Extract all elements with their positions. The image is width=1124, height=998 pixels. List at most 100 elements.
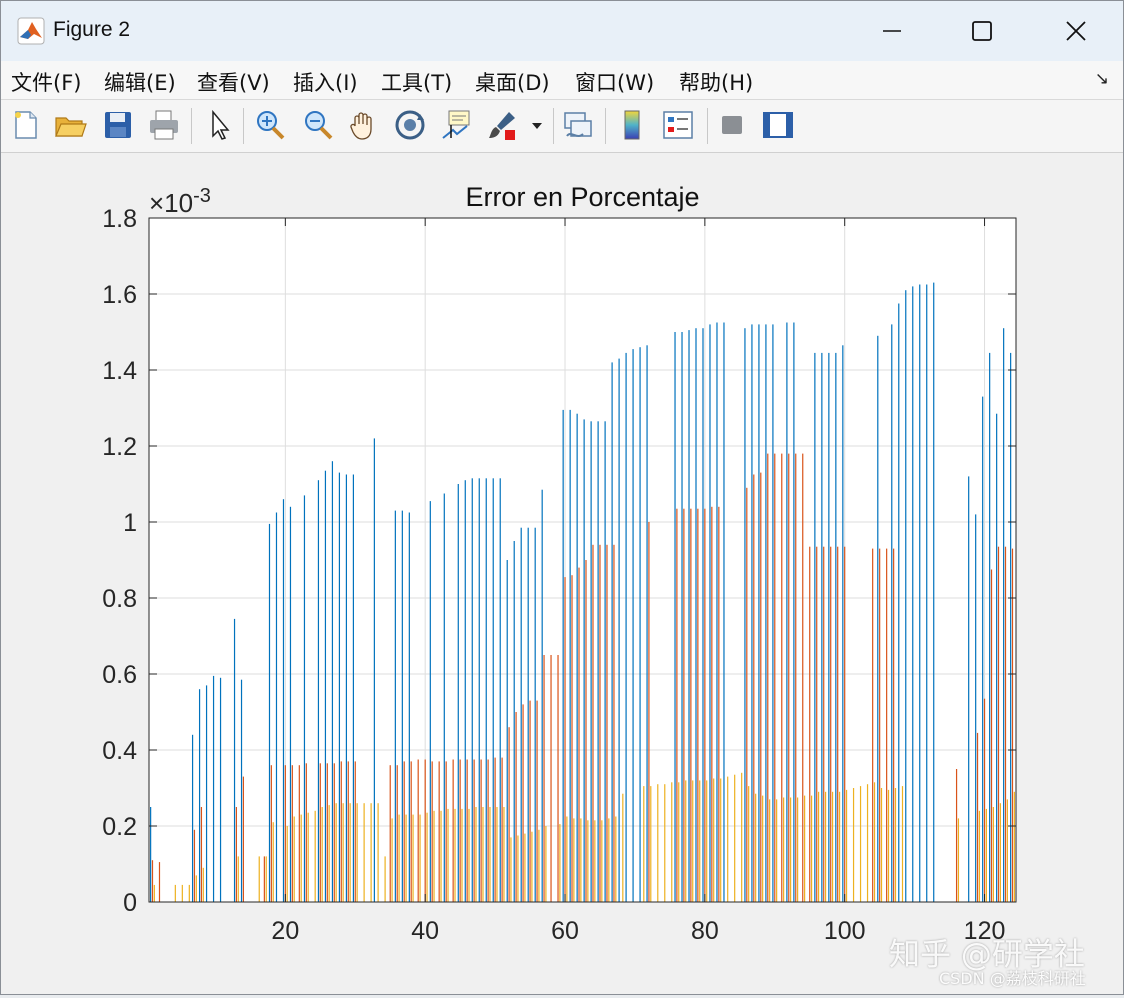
bar — [795, 453, 797, 902]
bar — [821, 352, 823, 902]
menu-file[interactable]: 文件(F) — [11, 71, 82, 95]
bar — [396, 765, 398, 902]
bar — [746, 487, 748, 902]
legend-icon[interactable] — [661, 108, 695, 142]
bar-chart[interactable]: 20 40 60 80 100 120 0 0.2 0.4 0.6 0.8 1 1.2 1.4 1.6 1.8… — [1, 153, 1123, 994]
bar — [578, 567, 580, 902]
print-icon[interactable] — [147, 108, 181, 142]
bar — [515, 712, 517, 902]
zoom-out-icon[interactable] — [301, 108, 335, 142]
bar — [426, 812, 428, 902]
bar — [270, 765, 272, 902]
show-plot-tools-icon[interactable] — [761, 108, 795, 142]
bar — [258, 856, 260, 902]
bar — [919, 284, 921, 902]
bar — [347, 761, 349, 902]
bar — [767, 453, 769, 902]
bar — [1003, 328, 1005, 902]
x-tick-label: 120 — [964, 917, 1006, 945]
bar — [985, 808, 988, 902]
bar — [424, 759, 426, 902]
menu-tools[interactable]: 工具(T) — [381, 71, 453, 95]
menu-view[interactable]: 查看(V) — [197, 71, 270, 95]
dock-arrow-icon[interactable]: ↘ — [1094, 69, 1109, 89]
bar — [1013, 791, 1015, 902]
bar — [996, 413, 998, 902]
bar — [664, 784, 666, 902]
bar — [997, 546, 1000, 902]
bar — [608, 818, 610, 902]
bar — [844, 546, 846, 902]
bar — [188, 884, 190, 902]
chevron-down-icon[interactable] — [529, 108, 545, 142]
bar — [783, 797, 785, 902]
bar — [688, 330, 690, 903]
bar — [538, 829, 540, 902]
tick-marks — [149, 217, 1016, 903]
bar — [674, 332, 676, 902]
y-tick-label: 1 — [123, 509, 137, 537]
bar — [473, 759, 475, 902]
save-icon[interactable] — [101, 108, 135, 142]
bar — [468, 808, 470, 902]
open-file-icon[interactable] — [53, 108, 87, 142]
bar — [524, 833, 526, 902]
bar — [877, 335, 879, 902]
bar — [496, 807, 498, 902]
bar — [282, 499, 285, 902]
bar — [886, 548, 888, 902]
bar — [153, 884, 155, 902]
data-cursor-icon[interactable] — [439, 108, 473, 142]
bar — [837, 546, 839, 902]
bar — [289, 506, 292, 902]
zoom-in-icon[interactable] — [253, 108, 287, 142]
bar — [286, 826, 288, 902]
menu-desktop[interactable]: 桌面(D) — [475, 71, 550, 95]
bar — [817, 791, 820, 902]
brush-icon[interactable] — [485, 108, 519, 142]
bar — [681, 332, 683, 902]
menu-edit[interactable]: 编辑(E) — [104, 71, 176, 95]
maximize-button[interactable] — [959, 9, 1005, 53]
bar — [990, 569, 993, 902]
pan-icon[interactable] — [347, 108, 381, 142]
bar — [643, 786, 645, 902]
bar — [615, 816, 617, 902]
bar — [452, 759, 454, 902]
bar — [957, 818, 960, 902]
bar — [193, 829, 196, 902]
rotate-3d-icon[interactable] — [393, 108, 427, 142]
menu-insert[interactable]: 插入(I) — [293, 71, 358, 95]
toolbar-separator — [605, 108, 606, 144]
bar — [741, 772, 743, 902]
menu-help[interactable]: 帮助(H) — [679, 71, 754, 95]
bar — [604, 421, 606, 902]
menu-window[interactable]: 窗口(W) — [575, 71, 655, 95]
bar — [536, 700, 538, 902]
bar — [419, 814, 421, 902]
pointer-icon[interactable] — [203, 108, 237, 142]
bar — [520, 527, 522, 902]
hide-plot-tools-icon[interactable] — [715, 108, 749, 142]
bar — [842, 345, 844, 902]
bar — [790, 797, 792, 902]
bar — [793, 322, 795, 902]
colorbar-icon[interactable] — [615, 108, 649, 142]
bar — [926, 284, 928, 902]
title-bar[interactable]: Figure 2 — [1, 1, 1123, 61]
plot-area[interactable] — [149, 218, 1016, 902]
link-plot-icon[interactable] — [561, 108, 595, 142]
bar — [335, 803, 337, 902]
watermark-csdn: CSDN @荔枝科研社 — [939, 969, 1086, 988]
bar — [508, 727, 510, 902]
figure-canvas[interactable]: 20 40 60 80 100 120 0 0.2 0.4 0.6 0.8 1 1.2 1.4 1.6 1.8… — [1, 153, 1123, 994]
bar — [263, 856, 265, 902]
close-button[interactable] — [1053, 9, 1099, 53]
bar — [195, 875, 197, 902]
bar — [307, 812, 309, 902]
toolbar-separator — [191, 108, 192, 144]
bar — [989, 352, 991, 902]
minimize-button[interactable] — [869, 9, 915, 53]
new-figure-icon[interactable] — [9, 108, 43, 142]
bar — [727, 776, 729, 902]
